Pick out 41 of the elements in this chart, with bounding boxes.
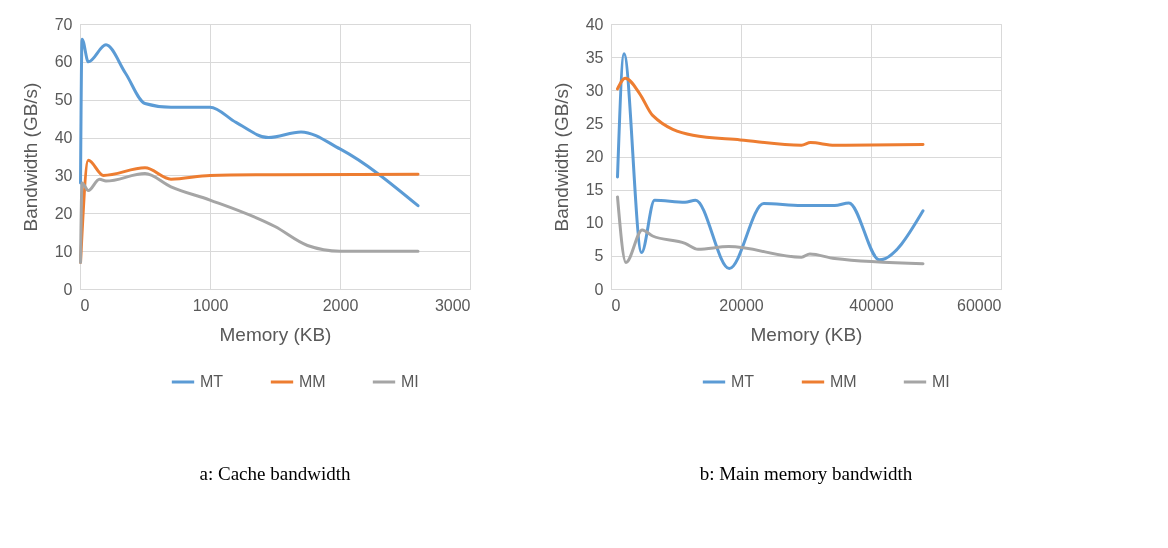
legend-label: MI — [932, 373, 950, 390]
line-series — [616, 52, 925, 270]
y-tick-label: 50 — [54, 91, 73, 109]
y-axis-title: Bandwidth (GB/s) — [19, 82, 41, 232]
y-tick-label: 40 — [54, 129, 73, 147]
text: a: Cache bandwidth — [199, 463, 351, 484]
line-series — [616, 76, 925, 147]
y-tick-label: 15 — [585, 181, 604, 199]
y-tick-label: 30 — [54, 166, 73, 184]
x-tick-label: 60000 — [957, 296, 1002, 314]
y-tick-label: 60 — [54, 53, 73, 71]
legend-label: MT — [200, 373, 224, 390]
y-tick-label: 20 — [54, 204, 73, 222]
y-tick-label: 70 — [54, 15, 73, 33]
x-tick-label: 2000 — [322, 296, 359, 314]
x-tick-label: 3000 — [434, 296, 471, 314]
y-tick-label: 0 — [594, 280, 604, 298]
y-tick-label: 30 — [585, 81, 604, 99]
x-tick-label: 0 — [80, 296, 90, 314]
y-tick-label: 40 — [585, 15, 604, 33]
y-tick-label: 20 — [585, 148, 604, 165]
legend-label: MM — [830, 373, 857, 390]
y-tick-label: 10 — [585, 214, 604, 232]
legend-label: MT — [731, 373, 755, 390]
y-tick-label: 25 — [585, 114, 604, 132]
x-tick-label: 1000 — [192, 296, 229, 314]
y-tick-label: 0 — [63, 280, 73, 298]
y-tick-label: 35 — [585, 48, 604, 66]
y-tick-label: 5 — [594, 247, 604, 265]
legend-label: MI — [401, 373, 419, 390]
line-series — [79, 37, 420, 208]
x-axis-title: Memory (KB) — [219, 323, 332, 345]
y-axis-title: Bandwidth (GB/s) — [550, 82, 572, 232]
text: b: Main memory bandwidth — [699, 463, 913, 484]
y-tick-label: 10 — [54, 242, 73, 260]
x-axis-title: Memory (KB) — [750, 323, 863, 345]
legend-label: MM — [299, 373, 326, 390]
line-series — [616, 195, 925, 266]
x-tick-label: 0 — [611, 296, 621, 314]
x-tick-label: 40000 — [849, 296, 894, 314]
x-tick-label: 20000 — [719, 296, 764, 314]
